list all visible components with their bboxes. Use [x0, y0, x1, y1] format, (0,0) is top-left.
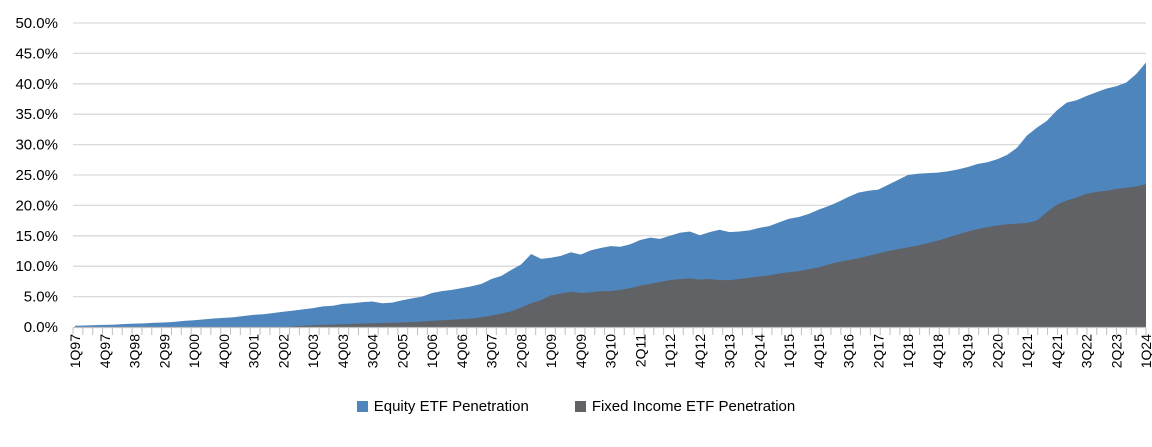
x-axis-tick-label: 2Q02: [275, 334, 291, 368]
chart-legend: Equity ETF Penetration Fixed Income ETF …: [0, 394, 1152, 418]
equity-legend-swatch-icon: [356, 400, 368, 412]
y-axis-tick-label: 35.0%: [15, 106, 58, 123]
x-axis-tick-label: 1Q03: [305, 334, 321, 368]
fixed-income-legend-swatch-icon: [574, 400, 586, 412]
x-axis-tick-label: 1Q12: [662, 334, 678, 368]
y-axis-tick-label: 15.0%: [15, 228, 58, 245]
y-axis-tick-label: 0.0%: [24, 319, 58, 336]
x-axis-tick-label: 2Q08: [513, 334, 529, 368]
x-axis-tick-label: 1Q06: [424, 334, 440, 368]
y-axis-tick-label: 50.0%: [15, 15, 58, 32]
x-axis-tick-label: 2Q17: [870, 334, 886, 368]
x-axis-tick-label: 4Q06: [454, 334, 470, 368]
x-axis-tick-label: 4Q97: [97, 334, 113, 368]
x-axis-tick-label: 3Q07: [484, 334, 500, 368]
y-axis-tick-label: 25.0%: [15, 167, 58, 184]
x-axis-tick-label: 2Q14: [751, 334, 767, 368]
y-axis-tick-label: 5.0%: [24, 289, 58, 306]
x-axis-tick-label: 3Q13: [722, 334, 738, 368]
x-axis-tick-label: 2Q20: [989, 334, 1005, 368]
x-axis-tick-label: 4Q12: [692, 334, 708, 368]
x-axis-tick-label: 4Q18: [930, 334, 946, 368]
y-axis-tick-label: 10.0%: [15, 258, 58, 275]
area-series-1: [75, 184, 1146, 327]
x-axis-tick-label: 1Q24: [1138, 334, 1152, 368]
x-axis-tick-label: 4Q09: [573, 334, 589, 368]
x-axis-tick-label: 3Q22: [1079, 334, 1095, 368]
y-axis-tick-label: 30.0%: [15, 137, 58, 154]
x-axis-tick-label: 1Q21: [1019, 334, 1035, 368]
x-axis-tick-label: 3Q10: [603, 334, 619, 368]
y-axis-tick-label: 40.0%: [15, 76, 58, 93]
legend-item-fixed-income[interactable]: Fixed Income ETF Penetration: [574, 397, 796, 415]
x-axis-tick-label: 1Q09: [543, 334, 559, 368]
x-axis-tick-label: 3Q04: [365, 334, 381, 368]
x-axis-tick-label: 2Q11: [632, 334, 648, 367]
legend-item-equity[interactable]: Equity ETF Penetration: [356, 397, 529, 415]
x-axis-tick-label: 2Q23: [1108, 334, 1124, 368]
y-axis-tick-label: 20.0%: [15, 197, 58, 214]
x-axis-tick-label: 2Q05: [394, 334, 410, 368]
x-axis-tick-label: 1Q15: [781, 334, 797, 368]
x-axis-tick-label: 4Q21: [1049, 334, 1065, 368]
x-axis-tick-label: 4Q00: [216, 334, 232, 368]
x-axis-tick-label: 1Q18: [900, 334, 916, 368]
x-axis-tick-label: 3Q19: [960, 334, 976, 368]
x-axis-tick-label: 3Q16: [841, 334, 857, 368]
x-axis-tick-label: 3Q01: [246, 334, 262, 368]
x-axis-tick-label: 2Q99: [156, 334, 172, 368]
equity-legend-label: Equity ETF Penetration: [373, 397, 529, 415]
x-axis-tick-label: 3Q98: [127, 334, 143, 368]
fixed-income-legend-label: Fixed Income ETF Penetration: [591, 397, 796, 415]
x-axis-tick-label: 4Q03: [335, 334, 351, 368]
x-axis-tick-label: 1Q97: [67, 334, 83, 368]
x-axis-tick-label: 4Q15: [811, 334, 827, 368]
x-axis-tick-label: 1Q00: [186, 334, 202, 368]
y-axis-tick-label: 45.0%: [15, 45, 58, 62]
etf-penetration-plot-area: 0.0% 5.0% 10.0% 15.0% 20.0% 25.0% 30.0% 35.0% 40…: [15, 15, 1152, 368]
